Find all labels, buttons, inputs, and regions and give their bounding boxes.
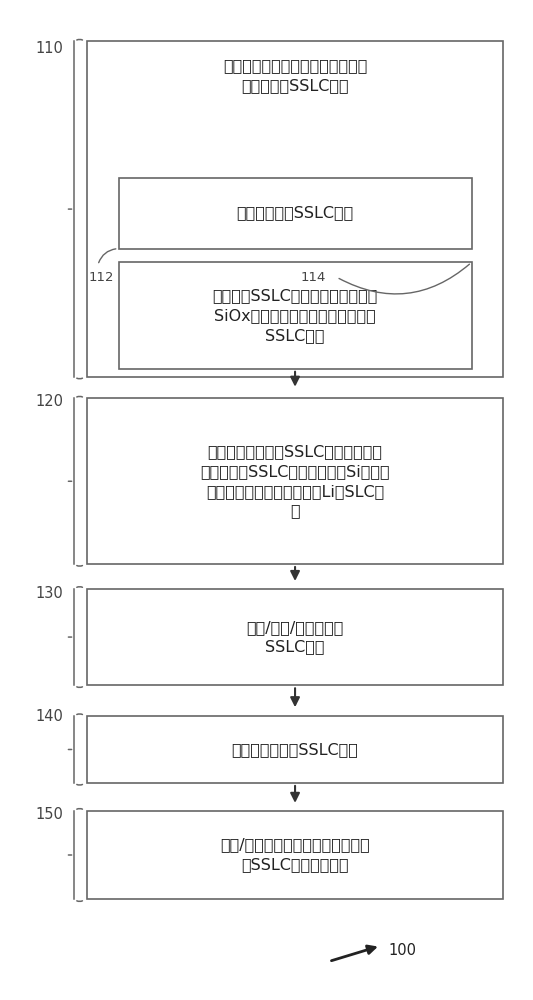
FancyBboxPatch shape	[87, 41, 503, 377]
FancyBboxPatch shape	[87, 398, 503, 564]
Text: 130: 130	[35, 586, 63, 601]
Text: 140: 140	[35, 709, 63, 724]
FancyBboxPatch shape	[87, 811, 503, 899]
Text: 110: 110	[35, 41, 63, 56]
Text: 脱锂产生的预锂化SSLC材料，以产生
完全脱锂的SSLC材料，其具有Si纳米颗
粒嵌入多孔，可塑性变形的Li：SLC基
体: 脱锂产生的预锂化SSLC材料，以产生 完全脱锂的SSLC材料，其具有Si纳米颗 …	[200, 444, 390, 518]
Text: 用碳/碳基材料（例如石墨）提高脱
锂SSLC材料的导电性: 用碳/碳基材料（例如石墨）提高脱 锂SSLC材料的导电性	[220, 838, 370, 872]
FancyBboxPatch shape	[87, 716, 503, 783]
Text: 150: 150	[35, 807, 63, 822]
Text: 100: 100	[389, 943, 416, 958]
Text: 120: 120	[35, 394, 63, 409]
FancyBboxPatch shape	[118, 178, 472, 249]
FancyBboxPatch shape	[118, 262, 472, 369]
Text: 过滤/清洗/干燥脱锂的
SSLC材料: 过滤/清洗/干燥脱锂的 SSLC材料	[246, 620, 344, 654]
Text: 制备部分锂化SSLC材料: 制备部分锂化SSLC材料	[237, 206, 354, 221]
Text: 114: 114	[300, 271, 326, 284]
Text: 制备具有增强，基本完整或完全锂
化的预锂化SSLC材料: 制备具有增强，基本完整或完全锂 化的预锂化SSLC材料	[223, 59, 367, 93]
FancyBboxPatch shape	[87, 589, 503, 685]
Text: 机械稳定脱锂的SSLC材料: 机械稳定脱锂的SSLC材料	[232, 742, 359, 757]
Text: 112: 112	[89, 271, 115, 284]
Text: 部分锂化SSLC材料中未反应的锂和
SiOx的完全反应生成进一步的锂化
SSLC材料: 部分锂化SSLC材料中未反应的锂和 SiOx的完全反应生成进一步的锂化 SSLC…	[212, 288, 378, 343]
